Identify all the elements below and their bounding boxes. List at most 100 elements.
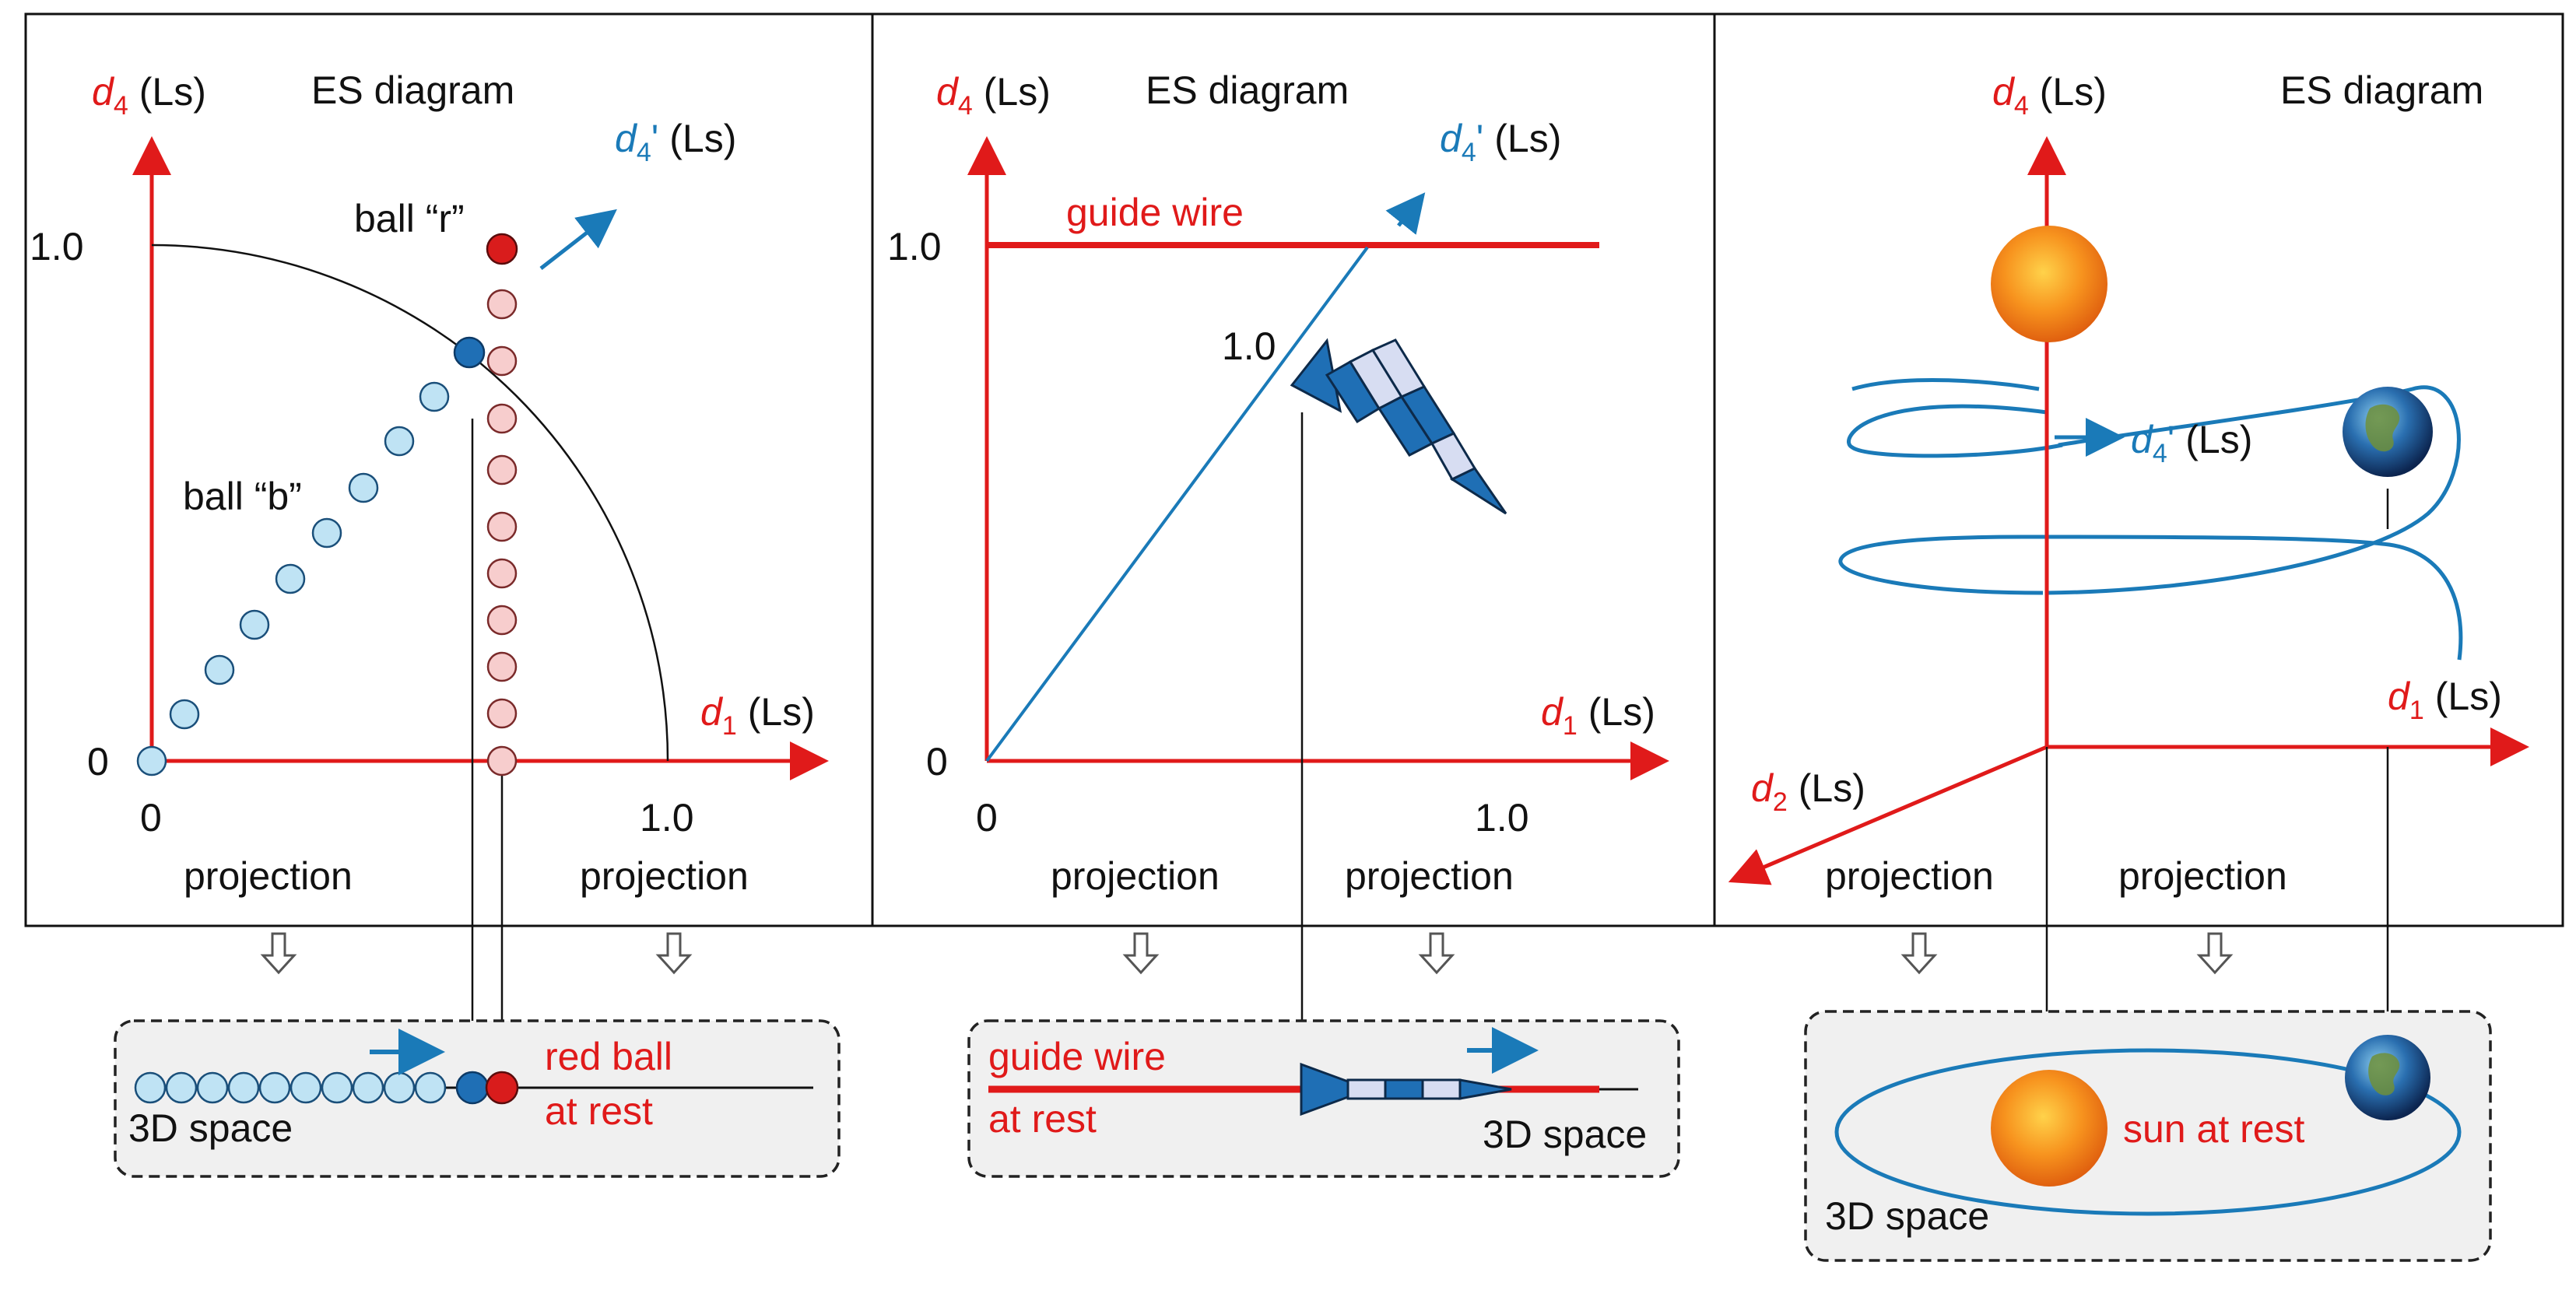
space-box-3: sun at rest 3D space xyxy=(1804,1010,2492,1262)
ball-b-label: ball “b” xyxy=(183,475,302,518)
box-space-label: 3D space xyxy=(1483,1113,1647,1156)
panel-2-frame xyxy=(871,12,1716,927)
ball-b-series xyxy=(136,381,450,776)
ball-r xyxy=(486,289,518,320)
earth-orbit xyxy=(1834,1048,2462,1216)
ball-b-row xyxy=(134,1071,447,1104)
panel-1: d4 (Ls) ES diagram d4' (Ls) ball “r” ball … xyxy=(30,68,829,1021)
projection-label-right: projection xyxy=(580,854,749,898)
sun-icon xyxy=(1991,1070,2107,1187)
ball-b-current xyxy=(455,1071,490,1105)
projection-down-arrow xyxy=(655,932,693,975)
panel-3-frame xyxy=(1713,12,2564,927)
projection-down-arrow xyxy=(2196,932,2234,975)
ball-r xyxy=(486,558,518,589)
axis-d4-label: d4 (Ls) xyxy=(1992,70,2107,121)
unit-circle-arc xyxy=(151,244,669,762)
rocket xyxy=(1290,338,1507,515)
earth-landmass xyxy=(2368,1053,2400,1095)
ball-b xyxy=(348,472,379,503)
ball-r xyxy=(486,454,518,486)
ball-r xyxy=(486,605,518,636)
projection-label-right: projection xyxy=(1345,854,1514,898)
helix-arc-top xyxy=(1851,377,2040,391)
projection-down-arrow xyxy=(1418,932,1455,975)
d4-prime-label: d4' (Ls) xyxy=(1440,117,1561,167)
ball-b xyxy=(136,745,167,776)
axis-d2-label: d2 (Ls) xyxy=(1751,766,1865,817)
d4-prime-arrow xyxy=(539,209,617,270)
rocket-seg xyxy=(1421,1078,1462,1100)
ball-r xyxy=(486,345,518,377)
box-space-label: 3D space xyxy=(1825,1194,1989,1238)
ball-b xyxy=(352,1071,384,1104)
ball-b xyxy=(414,1071,447,1104)
d4-prime-label: d4' (Ls) xyxy=(615,117,736,167)
tick-x-0: 0 xyxy=(140,796,162,840)
ball-b xyxy=(321,1071,353,1104)
d4-prime-label: d4' (Ls) xyxy=(2131,418,2252,468)
ball-b xyxy=(311,517,342,549)
ball-b xyxy=(196,1071,229,1104)
worldline xyxy=(985,246,1369,762)
projection-label-left: projection xyxy=(184,854,353,898)
ball-b xyxy=(134,1071,167,1104)
axis-d1-label: d1 (Ls) xyxy=(1541,690,1655,741)
ball-b xyxy=(165,1071,198,1104)
panel-title: ES diagram xyxy=(2280,68,2483,112)
axis-d2 xyxy=(1728,745,2048,885)
panel-title: ES diagram xyxy=(1146,68,1349,112)
box-wire-label-2: at rest xyxy=(988,1097,1097,1141)
axis-d1-label: d1 (Ls) xyxy=(2388,675,2502,725)
ball-b xyxy=(383,1071,416,1104)
ball-b xyxy=(239,609,270,640)
earth-landmass xyxy=(2365,404,2400,452)
axis-d4-label: d4 (Ls) xyxy=(936,70,1051,121)
box-red-label-1: red ball xyxy=(545,1035,672,1078)
ball-b xyxy=(227,1071,260,1104)
projection-label-left: projection xyxy=(1051,854,1220,898)
projection-label-right: projection xyxy=(2118,854,2287,898)
tick-x-1: 1.0 xyxy=(640,796,694,840)
tick-x-0: 0 xyxy=(976,796,998,840)
ball-b xyxy=(384,426,415,457)
ball-b xyxy=(419,381,450,412)
projection-down-arrow xyxy=(1900,932,1938,975)
helix-orbit xyxy=(1847,404,2063,458)
projection-down-arrow xyxy=(1122,932,1160,975)
tick-y-0: 0 xyxy=(926,740,948,783)
ball-r-current xyxy=(486,233,518,265)
box-sun-label: sun at rest xyxy=(2123,1107,2305,1151)
ball-r xyxy=(486,403,518,434)
sun-icon xyxy=(1991,226,2107,342)
ball-b xyxy=(204,654,235,685)
ball-b-current xyxy=(453,336,486,369)
space-box-frame xyxy=(1804,1010,2492,1262)
ball-r-label: ball “r” xyxy=(354,197,465,240)
ball-r xyxy=(486,745,518,776)
ball-b xyxy=(169,699,200,730)
box-wire-label-1: guide wire xyxy=(988,1035,1166,1078)
rocket-tick-label: 1.0 xyxy=(1222,324,1276,368)
ball-r-series xyxy=(486,289,518,776)
guide-wire-label: guide wire xyxy=(1066,191,1244,234)
panel-title: ES diagram xyxy=(311,68,514,112)
box-red-label-2: at rest xyxy=(545,1089,653,1133)
ball-r-current xyxy=(485,1071,519,1105)
tick-y-0: 0 xyxy=(87,740,109,783)
helix-orbit xyxy=(1838,535,2463,661)
rocket-nose xyxy=(1449,467,1507,515)
projection-arrows xyxy=(260,932,2234,975)
ball-r xyxy=(486,651,518,682)
projection-label-left: projection xyxy=(1825,854,1994,898)
ball-b xyxy=(290,1071,322,1104)
panel-2: d4 (Ls) ES diagram d4' (Ls) guide wire 1.0… xyxy=(887,68,1669,1070)
axis-d1-label: d1 (Ls) xyxy=(700,690,815,741)
d4-prime-arrow xyxy=(1385,192,1426,235)
axis-d4-label: d4 (Ls) xyxy=(92,70,206,121)
ball-r xyxy=(486,511,518,542)
box-space-label: 3D space xyxy=(128,1106,293,1150)
helix-orbit xyxy=(2046,385,2461,595)
rocket-nose xyxy=(1458,1078,1512,1100)
